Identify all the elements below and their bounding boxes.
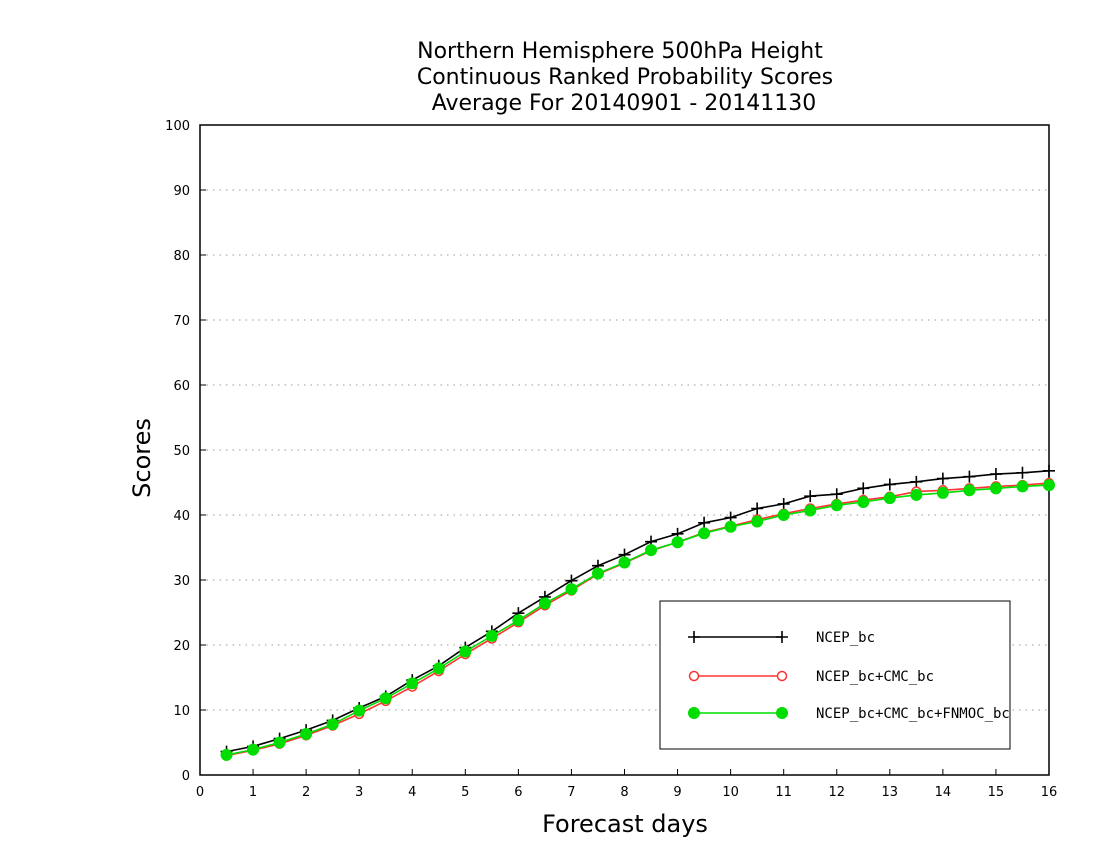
data-point: [989, 468, 1002, 481]
data-point: [406, 677, 419, 690]
x-tick-label: 12: [828, 785, 845, 800]
y-tick-label: 70: [173, 314, 190, 329]
x-tick-label: 7: [567, 785, 575, 800]
x-tick-label: 6: [514, 785, 522, 800]
x-tick-label: 8: [620, 785, 628, 800]
x-tick-label: 14: [935, 785, 952, 800]
legend-marker: [776, 707, 788, 719]
y-tick-label: 40: [173, 509, 190, 524]
x-tick-label: 4: [408, 785, 416, 800]
chart-title-line-3: Average For 20140901 - 20141130: [432, 91, 817, 116]
y-tick-label: 20: [173, 639, 190, 654]
data-point: [936, 486, 949, 499]
data-point: [1043, 479, 1055, 492]
data-point: [432, 662, 445, 675]
y-tick-label: 90: [173, 184, 190, 199]
data-point: [751, 515, 764, 528]
data-point: [538, 597, 551, 610]
data-point: [459, 645, 472, 658]
x-tick-label: 0: [196, 785, 204, 800]
legend-item: NCEP_bc+CMC_bc: [688, 669, 934, 685]
data-point: [273, 736, 286, 749]
y-axis-title: Scores: [128, 418, 156, 498]
x-tick-label: 11: [775, 785, 792, 800]
legend-label: NCEP_bc: [816, 630, 875, 646]
chart-title-line-2: Continuous Ranked Probability Scores: [417, 65, 833, 90]
data-point: [485, 629, 498, 642]
data-point: [857, 482, 870, 495]
data-point: [910, 475, 923, 488]
legend-box: [659, 600, 1011, 750]
series-3: [220, 479, 1055, 761]
data-point: [512, 614, 525, 627]
legend-marker: [776, 670, 788, 682]
legend-label: NCEP_bc+CMC_bc+FNMOC_bc: [816, 706, 1010, 722]
x-tick-label: 15: [988, 785, 1005, 800]
x-tick-label: 1: [249, 785, 257, 800]
x-axis-title: Forecast days: [542, 810, 708, 838]
x-tick-label: 13: [882, 785, 899, 800]
legend-marker: [688, 707, 700, 719]
data-point: [936, 472, 949, 485]
y-tick-label: 50: [173, 444, 190, 459]
y-tick-label: 80: [173, 249, 190, 264]
data-point: [724, 520, 737, 533]
data-point: [618, 556, 631, 569]
x-tick-label: 9: [673, 785, 681, 800]
series-group: [220, 464, 1055, 761]
y-tick-label: 30: [173, 574, 190, 589]
y-tick-label: 10: [173, 704, 190, 719]
chart-title-line-1: Northern Hemisphere 500hPa Height: [417, 39, 823, 64]
data-point: [857, 496, 870, 508]
data-point: [326, 718, 339, 731]
data-point: [830, 488, 843, 501]
legend-item: NCEP_bc+CMC_bc+FNMOC_bc: [688, 706, 1010, 722]
data-point: [220, 748, 233, 761]
legend-marker: [688, 631, 700, 643]
data-point: [963, 470, 976, 483]
data-point: [883, 478, 896, 491]
legend: NCEP_bc NCEP_bc+CMC_bc NCEP_bc+CMC_bc+FNMO…: [659, 600, 1011, 750]
data-point: [1016, 466, 1029, 479]
x-tick-label: 5: [461, 785, 469, 800]
data-point: [1043, 464, 1055, 477]
data-point: [300, 728, 313, 741]
data-point: [910, 488, 923, 501]
data-point: [565, 583, 578, 596]
data-point: [591, 567, 604, 580]
legend-marker: [776, 631, 788, 643]
x-tick-label: 2: [302, 785, 310, 800]
y-tick-label: 60: [173, 379, 190, 394]
data-point: [830, 499, 843, 512]
data-point: [989, 482, 1002, 495]
data-point: [247, 743, 260, 756]
data-point: [1016, 480, 1029, 493]
data-point: [777, 497, 790, 510]
data-point: [645, 544, 658, 557]
legend-item: NCEP_bc: [688, 630, 875, 646]
y-tick-label: 100: [165, 119, 190, 134]
legend-marker: [688, 670, 700, 682]
data-point: [883, 492, 896, 505]
data-point: [963, 484, 976, 497]
x-tick-label: 3: [355, 785, 363, 800]
x-tick-label: 16: [1041, 785, 1058, 800]
data-point: [671, 536, 684, 549]
x-tick-label: 10: [722, 785, 739, 800]
data-point: [698, 516, 711, 529]
data-point: [379, 692, 392, 705]
data-point: [353, 704, 366, 717]
data-point: [804, 504, 817, 517]
y-tick-label: 0: [182, 769, 190, 784]
data-point: [804, 490, 817, 503]
data-point: [777, 509, 790, 521]
data-point: [698, 527, 711, 540]
legend-label: NCEP_bc+CMC_bc: [816, 669, 934, 685]
data-point: [751, 502, 764, 515]
